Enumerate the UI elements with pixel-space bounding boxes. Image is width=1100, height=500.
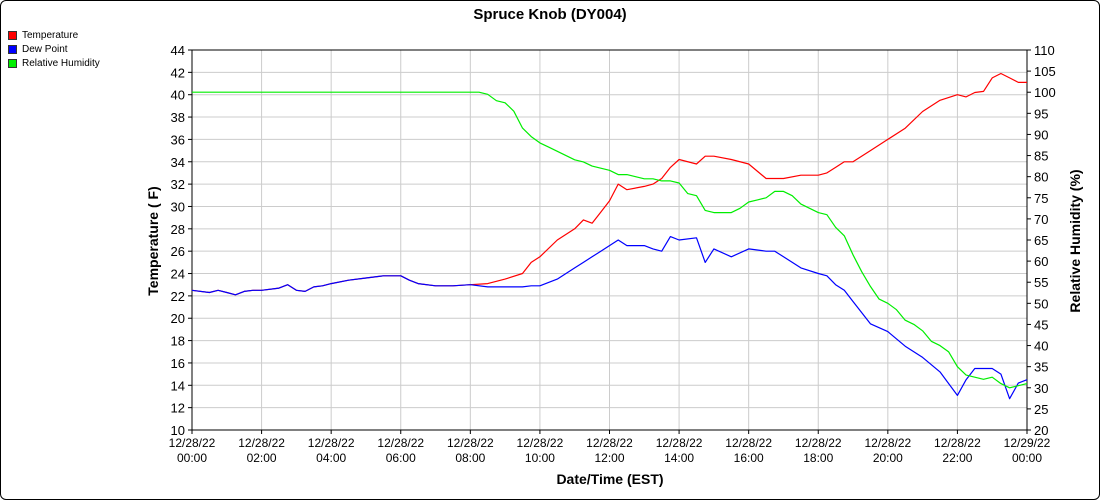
tick-label-right: 85 (1034, 149, 1048, 164)
tick-label-left: 36 (171, 132, 185, 147)
legend-swatch-dew-point (8, 44, 17, 54)
tick-label-right: 20 (1034, 423, 1048, 438)
tick-label-left: 10 (171, 423, 185, 438)
tick-label-x-time: 06:00 (386, 451, 416, 465)
tick-label-left: 40 (171, 88, 185, 103)
tick-label-right: 100 (1034, 85, 1056, 100)
tick-label-right: 95 (1034, 106, 1048, 121)
tick-label-x-date: 12/28/22 (308, 436, 355, 450)
tick-label-x-time: 08:00 (455, 451, 485, 465)
legend-label-dew-point: Dew Point (22, 43, 68, 55)
tick-label-x-date: 12/28/22 (517, 436, 564, 450)
x-axis-label: Date/Time (EST) (556, 471, 663, 487)
tick-label-x-time: 02:00 (247, 451, 277, 465)
tick-label-right: 60 (1034, 254, 1048, 269)
tick-label-right: 45 (1034, 317, 1048, 332)
grid (191, 49, 1028, 431)
tick-label-x-date: 12/28/22 (447, 436, 494, 450)
tick-label-left: 22 (171, 289, 185, 304)
tick-label-x-date: 12/28/22 (795, 436, 842, 450)
tick-label-left: 28 (171, 222, 185, 237)
tick-label-x-date: 12/28/22 (238, 436, 285, 450)
tick-label-left: 12 (171, 401, 185, 416)
tick-label-x-date: 12/29/22 (1004, 436, 1051, 450)
legend-swatch-relative-humidity (8, 58, 17, 68)
x-axis-ticks: 12/28/2200:0012/28/2202:0012/28/2204:001… (169, 430, 1051, 465)
tick-label-left: 44 (171, 43, 185, 58)
tick-label-x-date: 12/28/22 (864, 436, 911, 450)
tick-label-x-time: 00:00 (177, 451, 207, 465)
tick-label-left: 20 (171, 311, 185, 326)
legend-item-dew-point: Dew Point (8, 42, 100, 56)
tick-label-right: 30 (1034, 381, 1048, 396)
tick-label-left: 16 (171, 356, 185, 371)
right-axis-ticks: 20 25 30 35 40 45 50 55 60 65 70 75 80 85 90 95 100 105 11… (1027, 43, 1056, 438)
tick-label-x-date: 12/28/22 (725, 436, 772, 450)
tick-label-right: 25 (1034, 402, 1048, 417)
tick-label-x-date: 12/28/22 (377, 436, 424, 450)
tick-label-right: 55 (1034, 275, 1048, 290)
tick-label-right: 110 (1034, 43, 1055, 58)
tick-label-x-time: 18:00 (803, 451, 833, 465)
tick-label-right: 50 (1034, 296, 1048, 311)
tick-label-left: 34 (171, 155, 185, 170)
tick-label-right: 70 (1034, 212, 1048, 227)
tick-label-right: 40 (1034, 339, 1048, 354)
tick-label-left: 42 (171, 65, 185, 80)
tick-label-right: 80 (1034, 170, 1048, 185)
tick-label-x-time: 20:00 (873, 451, 903, 465)
tick-label-x-date: 12/28/22 (656, 436, 703, 450)
series-lines (191, 72, 1028, 400)
tick-label-x-date: 12/28/22 (169, 436, 216, 450)
y-axis-label-right: Relative Humidity (%) (1067, 169, 1083, 312)
legend-label-relative-humidity: Relative Humidity (22, 57, 100, 69)
tick-label-left: 26 (171, 244, 185, 259)
legend-swatch-temperature (8, 30, 17, 40)
legend-item-temperature: Temperature (8, 28, 100, 42)
legend: Temperature Dew Point Relative Humidity (8, 28, 100, 70)
tick-label-x-time: 16:00 (734, 451, 764, 465)
chart-title: Spruce Knob (DY004) (473, 6, 626, 23)
tick-label-left: 18 (171, 334, 185, 349)
tick-label-right: 35 (1034, 360, 1048, 375)
tick-label-right: 90 (1034, 127, 1048, 142)
left-axis-ticks: 10 12 14 16 18 20 22 24 26 28 30 32 34 36 38 40 42 44 (171, 43, 192, 438)
tick-label-x-time: 10:00 (525, 451, 555, 465)
tick-label-x-time: 22:00 (942, 451, 972, 465)
y-axis-label-left: Temperature ( F) (145, 186, 161, 295)
legend-item-relative-humidity: Relative Humidity (8, 56, 100, 70)
series-line-relative-humidity (192, 91, 1028, 389)
tick-label-right: 65 (1034, 233, 1048, 248)
tick-label-x-time: 00:00 (1012, 451, 1042, 465)
tick-label-x-date: 12/28/22 (934, 436, 981, 450)
tick-label-x-time: 12:00 (594, 451, 624, 465)
tick-label-left: 14 (171, 378, 185, 393)
tick-label-x-date: 12/28/22 (586, 436, 633, 450)
tick-label-x-time: 14:00 (664, 451, 694, 465)
tick-label-left: 24 (171, 267, 185, 282)
tick-label-left: 30 (171, 199, 185, 214)
tick-label-left: 38 (171, 110, 185, 125)
tick-label-x-time: 04:00 (316, 451, 346, 465)
legend-label-temperature: Temperature (22, 29, 79, 41)
tick-label-right: 75 (1034, 191, 1048, 206)
series-line-dew-point (191, 236, 1028, 400)
tick-label-left: 32 (171, 177, 185, 192)
tick-label-right: 105 (1034, 64, 1056, 79)
